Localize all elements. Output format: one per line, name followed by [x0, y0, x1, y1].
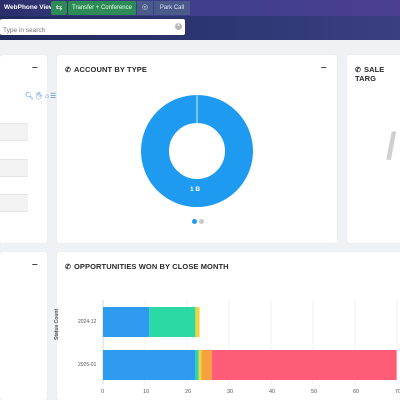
card-title: ✆ OPPORTUNITIES WON BY CLOSE MONTH — [65, 262, 229, 271]
x-tick-label: 20 — [185, 389, 192, 395]
clear-search-icon[interactable]: × — [175, 23, 182, 30]
bar-segment[interactable] — [195, 350, 199, 380]
account-by-type-card: ✆ ACCOUNT BY TYPE – — [57, 55, 337, 243]
donut-slice-label: 1 B — [190, 186, 201, 193]
webphone-view-label: WebPhone View — [4, 4, 54, 11]
bar-segment[interactable] — [198, 350, 202, 380]
bar-segment[interactable] — [149, 307, 196, 337]
y-tick-label: 2024-12 — [78, 319, 97, 325]
x-tick-label: 40 — [269, 389, 276, 395]
collapse-icon[interactable]: – — [32, 259, 38, 270]
card-title: ✆ SALE TARG — [355, 65, 400, 83]
collapse-icon[interactable]: – — [32, 62, 38, 73]
home-icon[interactable]: ⌂ — [44, 93, 51, 100]
menu-icon[interactable]: ☰ — [50, 93, 58, 100]
bar-segment[interactable] — [103, 307, 150, 337]
transfer-conference-button[interactable]: Transfer + Conference — [68, 1, 136, 15]
record-icon[interactable]: ◎ — [137, 1, 153, 15]
phone-icon: ✆ — [65, 67, 71, 74]
left-dashlet: – — [0, 55, 47, 243]
transfer-icon[interactable]: ⇆ — [51, 1, 67, 15]
search-input[interactable] — [0, 22, 168, 39]
collapse-icon[interactable]: – — [321, 62, 327, 73]
sale-target-card: ✆ SALE TARG — [347, 55, 400, 243]
bar-segment[interactable] — [211, 350, 397, 380]
sale-target-title: SALE TARG — [355, 65, 385, 83]
list-item[interactable] — [0, 123, 28, 141]
list-item[interactable] — [0, 194, 28, 212]
bar-segment[interactable] — [103, 350, 196, 380]
left-dashlet-2: – — [0, 252, 47, 400]
x-tick-label: 50 — [311, 389, 318, 395]
x-tick-label: 10 — [143, 389, 150, 395]
pan-icon[interactable]: ✋︎ — [34, 93, 45, 100]
x-tick-label: 60 — [353, 389, 360, 395]
list-item[interactable] — [0, 159, 28, 177]
bar-segment[interactable] — [201, 350, 212, 380]
pager-dot[interactable] — [199, 219, 204, 224]
pager-dot-active[interactable] — [192, 219, 197, 224]
y-tick-label: 2025-01 — [78, 362, 97, 368]
chart-tools: 🔍︎✋︎⌂☰ — [25, 92, 57, 100]
bar-segment[interactable] — [195, 307, 200, 337]
x-tick-label: 0 — [101, 389, 105, 395]
park-call-button[interactable]: Park Call — [154, 1, 190, 15]
account-by-type-title: ACCOUNT BY TYPE — [73, 65, 148, 74]
phone-icon: ✆ — [65, 264, 71, 271]
top-toolbar: WebPhone View▼ ⇆ Transfer + Conference ◎… — [0, 0, 400, 16]
phone-icon: ✆ — [355, 67, 361, 74]
x-tick-label: 30 — [227, 389, 234, 395]
zoom-icon[interactable]: 🔍︎ — [25, 93, 35, 100]
card-title: ✆ ACCOUNT BY TYPE — [65, 65, 147, 74]
opportunities-title: OPPORTUNITIES WON BY CLOSE MONTH — [73, 262, 229, 271]
x-tick-label: 70 — [395, 389, 400, 395]
sale-target-gauge-mark: / — [386, 126, 397, 168]
search-box: × — [0, 19, 185, 39]
